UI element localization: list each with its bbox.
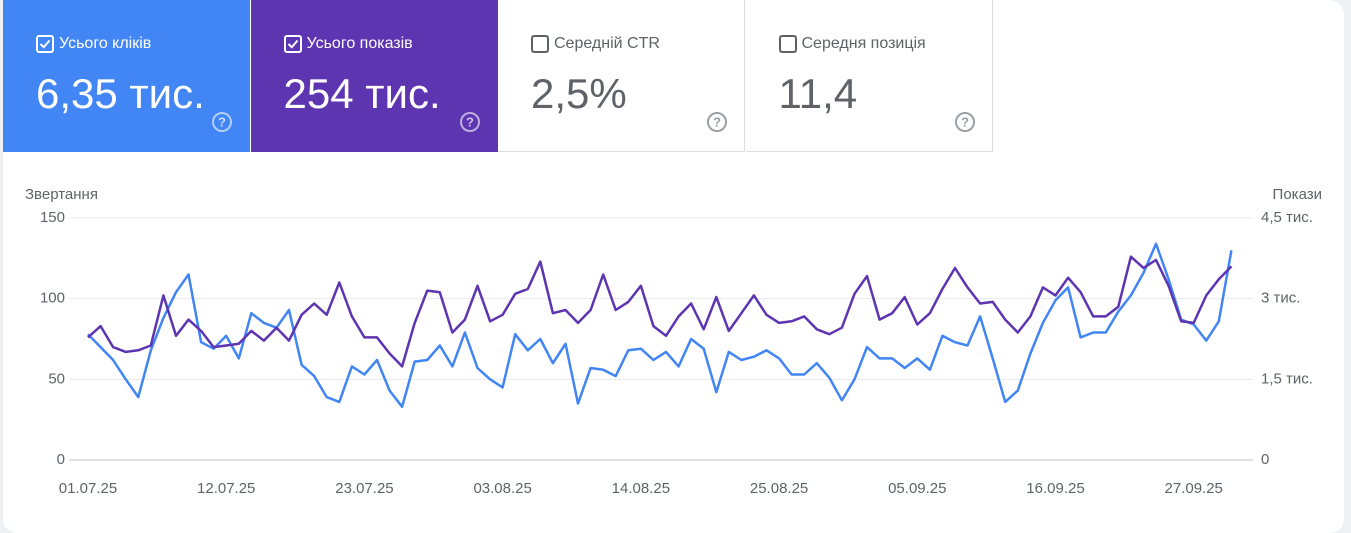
chart: Звертання Покази 0 50 100 150 0 1,5 тис. 3 тис… — [25, 186, 1322, 497]
y2-tick-label: 1,5 тис. — [1261, 370, 1313, 387]
card-value: 2,5% — [531, 70, 627, 117]
metric-card[interactable]: Усього показів 254 тис.? — [250, 0, 498, 152]
x-tick-label: 16.09.25 — [1026, 480, 1084, 497]
y2-tick-label: 4,5 тис. — [1261, 209, 1313, 226]
help-icon[interactable]: ? — [706, 111, 728, 133]
y-tick-label: 150 — [40, 209, 65, 226]
x-tick-label: 12.07.25 — [197, 480, 255, 497]
help-icon[interactable]: ? — [954, 111, 976, 133]
help-icon[interactable]: ? — [211, 111, 233, 133]
help-icon[interactable]: ? — [459, 111, 481, 133]
card-value: 11,4 — [778, 70, 858, 117]
checkbox[interactable] — [778, 35, 797, 53]
dashboard: Усього кліків 6,35 тис.? Усього показів 254… — [3, 0, 1344, 533]
metric-card[interactable]: Середня позиція 11,4? — [745, 0, 993, 152]
series-line — [87, 242, 1233, 409]
card-label: Усього показів — [306, 35, 413, 52]
svg-text:?: ? — [713, 114, 721, 129]
card-label: Середній CTR — [554, 35, 660, 52]
x-tick-label: 01.07.25 — [59, 480, 117, 497]
series-line — [87, 255, 1233, 368]
svg-text:?: ? — [961, 114, 969, 129]
x-tick-label: 03.08.25 — [473, 480, 531, 497]
y2-axis-title: Покази — [1273, 186, 1322, 203]
card-value: 6,35 тис. — [36, 70, 205, 117]
checkbox[interactable] — [283, 35, 302, 53]
svg-text:?: ? — [466, 114, 474, 129]
x-tick-label: 27.09.25 — [1165, 480, 1223, 497]
svg-text:?: ? — [218, 114, 226, 129]
x-tick-label: 25.08.25 — [750, 480, 808, 497]
card-label: Середня позиція — [801, 35, 926, 52]
y2-tick-label: 3 тис. — [1261, 290, 1300, 307]
y-tick-label: 0 — [57, 451, 65, 468]
metric-card[interactable]: Усього кліків 6,35 тис.? — [3, 0, 250, 152]
metric-card[interactable]: Середній CTR 2,5%? — [498, 0, 745, 152]
card-value: 254 тис. — [283, 70, 441, 117]
y2-tick-label: 0 — [1261, 451, 1269, 468]
checkbox[interactable] — [36, 35, 54, 53]
y-axis-title: Звертання — [25, 186, 98, 203]
x-tick-label: 14.08.25 — [612, 480, 670, 497]
card-label: Усього кліків — [59, 35, 152, 52]
x-tick-label: 23.07.25 — [335, 480, 393, 497]
x-tick-label: 05.09.25 — [888, 480, 946, 497]
y-tick-label: 50 — [48, 370, 65, 387]
y-tick-label: 100 — [40, 290, 65, 307]
checkbox[interactable] — [531, 35, 549, 53]
